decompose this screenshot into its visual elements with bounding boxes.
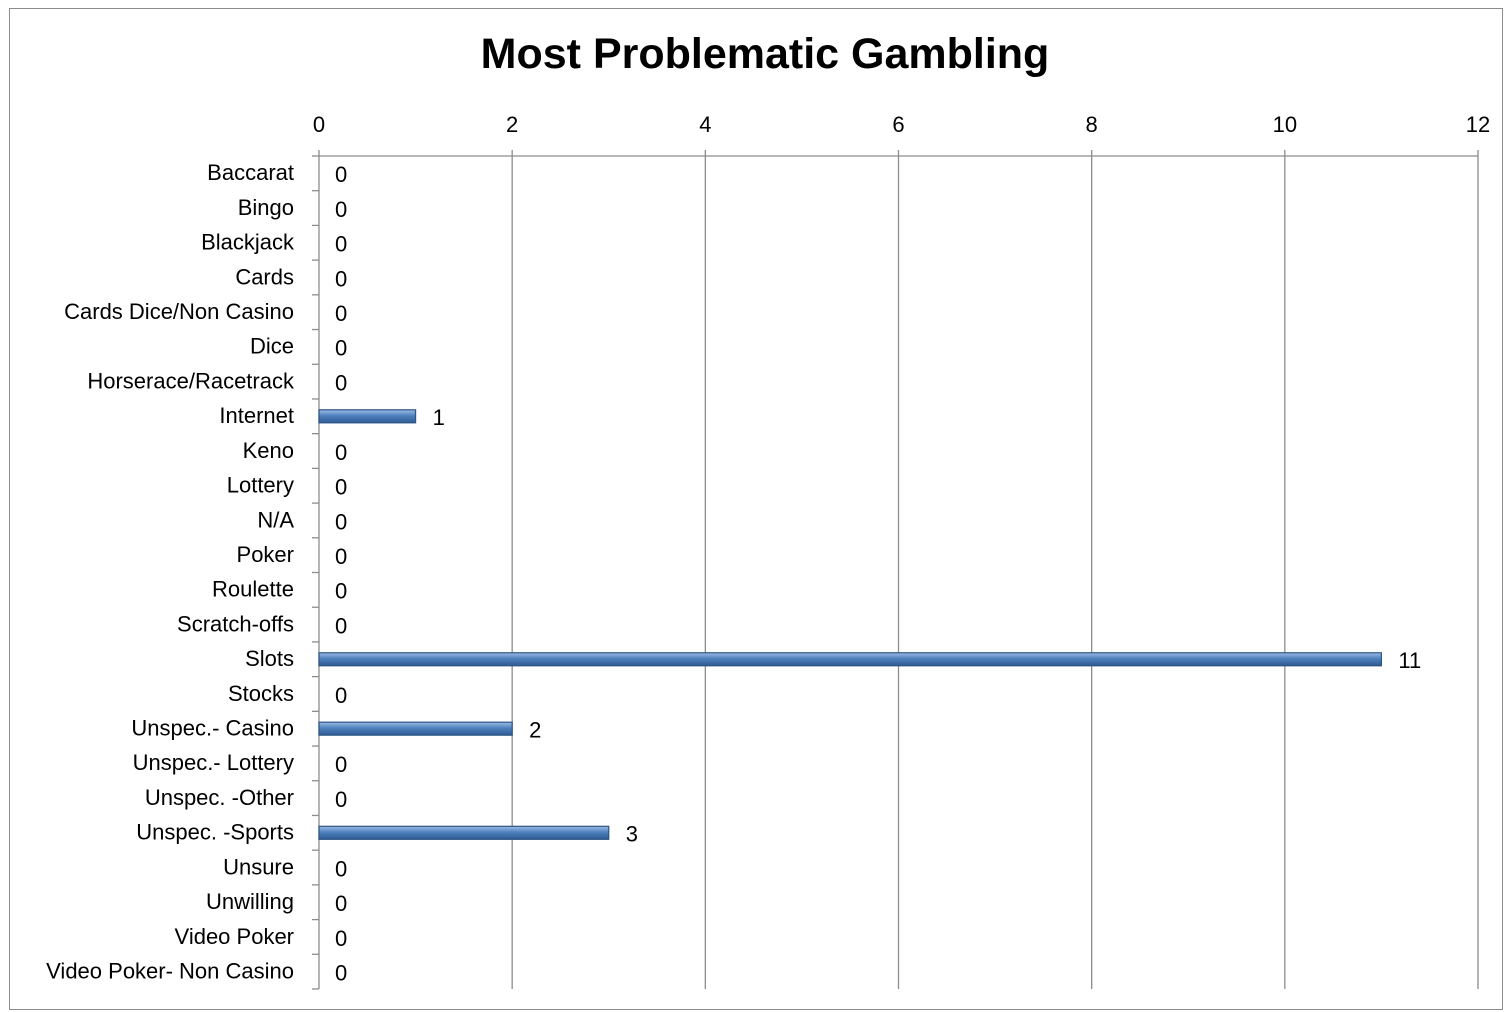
data-label: 0: [335, 370, 347, 395]
category-label: Slots: [245, 646, 294, 671]
x-tick-label: 0: [313, 112, 325, 137]
data-label: 0: [335, 336, 347, 361]
x-tick-label: 2: [506, 112, 518, 137]
data-label: 0: [335, 440, 347, 465]
category-label: Keno: [243, 438, 294, 463]
x-tick-label: 8: [1086, 112, 1098, 137]
category-label: Roulette: [212, 577, 294, 602]
data-label: 0: [335, 856, 347, 881]
category-label: Video Poker- Non Casino: [46, 958, 294, 983]
data-label: 2: [529, 718, 541, 743]
data-label: 0: [335, 162, 347, 187]
bar: [318, 721, 513, 736]
category-label: Stocks: [228, 681, 294, 706]
bars: [318, 409, 1383, 840]
bar: [318, 825, 610, 840]
category-label: Unsure: [223, 854, 294, 879]
data-label: 0: [335, 926, 347, 951]
category-label: Poker: [237, 542, 294, 567]
data-label: 0: [335, 891, 347, 916]
data-label: 11: [1398, 648, 1421, 673]
category-label: Unspec.- Casino: [131, 716, 294, 741]
category-label: Lottery: [227, 473, 294, 498]
data-label: 0: [335, 752, 347, 777]
chart-title: Most Problematic Gambling: [480, 30, 1050, 78]
category-label: Baccarat: [207, 160, 294, 185]
data-label: 0: [335, 579, 347, 604]
data-label: 0: [335, 197, 347, 222]
x-tick-label: 10: [1273, 112, 1297, 137]
category-label: Scratch-offs: [177, 611, 294, 636]
category-label: Unspec. -Sports: [136, 820, 294, 845]
bar: [318, 409, 417, 424]
x-tick-label: 6: [892, 112, 904, 137]
chart-frame: [9, 8, 1503, 1010]
data-label: 0: [335, 475, 347, 500]
gridlines: [511, 156, 1479, 989]
category-label: Unwilling: [206, 889, 294, 914]
category-label: Internet: [219, 403, 294, 428]
data-label: 0: [335, 509, 347, 534]
data-label: 0: [335, 301, 347, 326]
category-label: Unspec.- Lottery: [133, 750, 294, 775]
category-label: Horserace/Racetrack: [87, 368, 295, 393]
data-label: 0: [335, 683, 347, 708]
data-label: 0: [335, 613, 347, 638]
category-label: Blackjack: [201, 230, 295, 255]
category-label: Video Poker: [175, 924, 294, 949]
category-label: N/A: [257, 507, 294, 532]
x-tick-label: 4: [699, 112, 711, 137]
category-label: Bingo: [238, 195, 294, 220]
data-label: 0: [335, 266, 347, 291]
data-label: 0: [335, 787, 347, 812]
bar: [318, 652, 1383, 667]
x-tick-label: 12: [1466, 112, 1490, 137]
category-label: Unspec. -Other: [145, 785, 294, 810]
data-label: 1: [433, 405, 445, 430]
data-label: 0: [335, 960, 347, 985]
category-label: Cards: [235, 264, 294, 289]
data-label: 0: [335, 232, 347, 257]
category-label: Cards Dice/Non Casino: [64, 299, 294, 324]
axes: [312, 150, 1479, 990]
category-label: Dice: [250, 334, 294, 359]
data-label: 0: [335, 544, 347, 569]
data-label: 3: [626, 822, 638, 847]
